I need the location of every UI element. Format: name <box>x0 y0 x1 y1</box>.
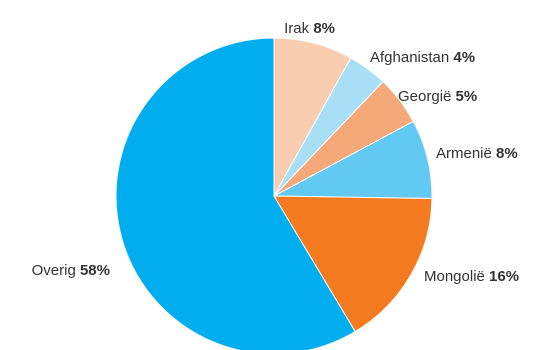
slice-label-overig: Overig 58% <box>32 262 110 279</box>
pie-slice-overig <box>115 37 356 350</box>
pie-slices <box>115 37 433 350</box>
slice-label-georgie: Georgië 5% <box>398 88 477 105</box>
slice-label-armenie: Armenië 8% <box>436 145 518 162</box>
pie-labels: Irak 8% Afghanistan 4% Georgië 5% Armeni… <box>32 20 519 285</box>
slice-label-irak: Irak 8% <box>284 20 335 37</box>
slice-label-afghanistan: Afghanistan 4% <box>370 49 475 66</box>
slice-label-mongolie: Mongolië 16% <box>424 268 519 285</box>
pie-slice-mongolie <box>273 195 433 333</box>
